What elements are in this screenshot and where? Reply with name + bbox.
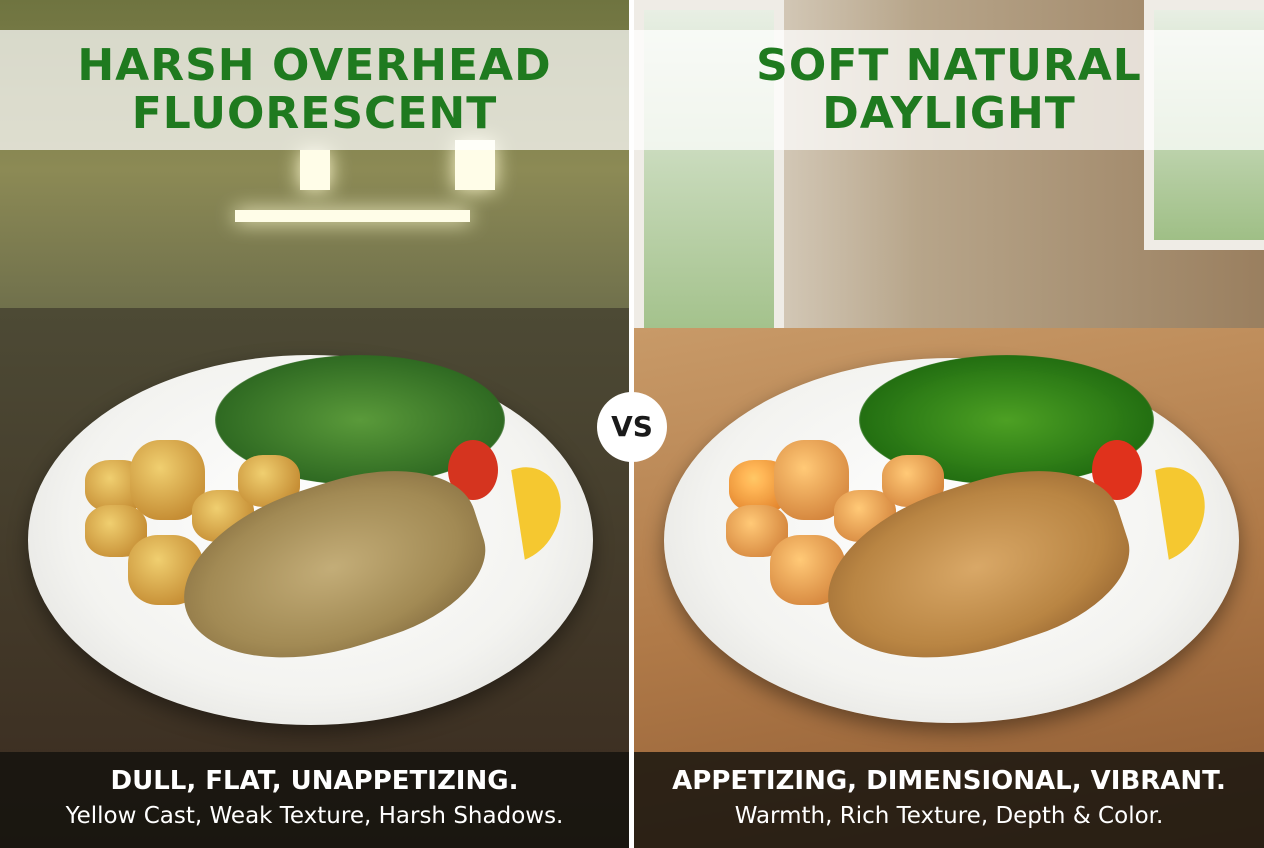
right-title-line2: DAYLIGHT <box>822 88 1076 139</box>
left-caption-sub: Yellow Cast, Weak Texture, Harsh Shadows… <box>65 803 564 829</box>
right-caption: APPETIZING, DIMENSIONAL, VIBRANT. Warmth… <box>634 752 1264 848</box>
right-title-line1: SOFT NATURAL <box>756 40 1142 91</box>
left-title: HARSH OVERHEAD FLUORESCENT <box>0 30 629 150</box>
left-caption: DULL, FLAT, UNAPPETIZING. Yellow Cast, W… <box>0 752 629 848</box>
fluorescent-photo-panel: HARSH OVERHEAD FLUORESCENT DULL, FLAT, U… <box>0 0 629 848</box>
left-title-line1: HARSH OVERHEAD <box>77 40 552 91</box>
right-caption-main: APPETIZING, DIMENSIONAL, VIBRANT. <box>672 766 1226 796</box>
right-title: SOFT NATURAL DAYLIGHT <box>634 30 1264 150</box>
daylight-photo-panel: SOFT NATURAL DAYLIGHT APPETIZING, DIMENS… <box>634 0 1264 848</box>
left-caption-main: DULL, FLAT, UNAPPETIZING. <box>110 766 519 796</box>
left-title-line2: FLUORESCENT <box>131 88 498 139</box>
fluorescent-tube <box>235 210 470 222</box>
vs-badge: VS <box>597 392 667 462</box>
fluorescent-tube <box>300 150 330 190</box>
right-caption-sub: Warmth, Rich Texture, Depth & Color. <box>734 803 1164 829</box>
